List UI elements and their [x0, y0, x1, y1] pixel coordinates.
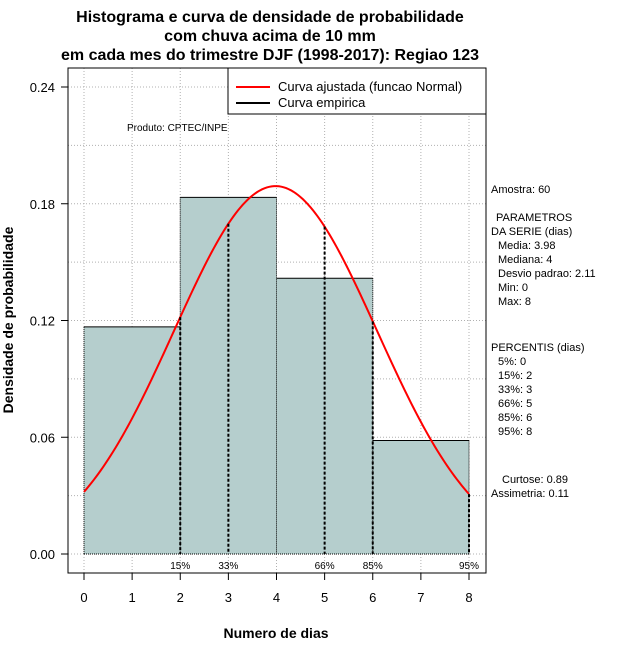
- y-tick-label: 0.24: [30, 80, 55, 95]
- stat-assimetria: Assimetria: 0.11: [491, 488, 569, 500]
- y-axis-title: Densidade de probabilidade: [0, 226, 16, 413]
- stat-amostra: Amostra: 60: [491, 184, 550, 196]
- stat-p66: 66%: 5: [498, 398, 532, 410]
- stat-p15: 15%: 2: [498, 370, 532, 382]
- y-tick-label: 0.06: [30, 430, 55, 445]
- y-tick-label: 0.18: [30, 197, 55, 212]
- stat-header-parametros: PARAMETROS: [496, 212, 572, 224]
- legend-label-normal: Curva ajustada (funcao Normal): [278, 79, 462, 94]
- stat-min: Min: 0: [498, 282, 528, 294]
- axes: 0 1 2 3 4 5 6 7 8 0.00 0.06 0.12 0.18 0.24: [30, 80, 473, 605]
- stat-header-serie: DA SERIE (dias): [491, 226, 572, 238]
- chart-title-line-2: com chuva acima de 10 mm: [164, 28, 376, 45]
- stat-media: Media: 3.98: [498, 240, 555, 252]
- legend: Curva ajustada (funcao Normal) Curva emp…: [227, 67, 487, 115]
- stat-p95: 95%: 8: [498, 426, 532, 438]
- stat-desvio: Desvio padrao: 2.11: [498, 268, 596, 280]
- stat-p5: 5%: 0: [498, 356, 526, 368]
- histogram-bar: [84, 326, 181, 554]
- x-tick-label: 2: [177, 590, 184, 605]
- chart-title-line-1: Histograma e curva de densidade de proba…: [76, 9, 464, 26]
- stat-p33: 33%: 3: [498, 384, 532, 396]
- y-tick-label: 0.00: [30, 547, 55, 562]
- percentile-label: 95%: [459, 561, 479, 572]
- stat-max: Max: 8: [498, 296, 531, 308]
- x-axis-title: Numero de dias: [223, 625, 328, 641]
- x-tick-label: 0: [80, 590, 87, 605]
- chart-title-line-3: em cada mes do trimestre DJF (1998-2017)…: [61, 47, 479, 64]
- percentile-label: 85%: [363, 561, 383, 572]
- histogram-bar: [372, 440, 469, 554]
- x-tick-label: 8: [465, 590, 472, 605]
- stats-panel: Amostra: 60 PARAMETROS DA SERIE (dias) M…: [491, 184, 596, 500]
- x-tick-label: 5: [321, 590, 328, 605]
- stat-curtose: Curtose: 0.89: [502, 474, 568, 486]
- normal-curve: [83, 185, 470, 495]
- histogram-bars: [83, 196, 470, 555]
- percentile-label: 15%: [170, 561, 190, 572]
- percentile-label: 33%: [218, 561, 238, 572]
- y-tick-label: 0.12: [30, 314, 55, 329]
- stat-p85: 85%: 6: [498, 412, 532, 424]
- percentile-label: 66%: [315, 561, 335, 572]
- normal-curve-layer: [83, 185, 470, 495]
- x-tick-label: 1: [129, 590, 136, 605]
- stat-header-percentis: PERCENTIS (dias): [491, 342, 585, 354]
- legend-box: [227, 67, 487, 115]
- percentile-lines: 15% 33% 66% 85% 95%: [170, 223, 479, 572]
- x-tick-label: 4: [273, 590, 280, 605]
- stat-mediana: Mediana: 4: [498, 254, 552, 266]
- x-tick-label: 3: [225, 590, 232, 605]
- x-tick-label: 6: [369, 590, 376, 605]
- product-credit: Produto: CPTEC/INPE: [127, 123, 228, 134]
- x-tick-label: 7: [417, 590, 424, 605]
- legend-label-empirical: Curva empirica: [278, 95, 366, 110]
